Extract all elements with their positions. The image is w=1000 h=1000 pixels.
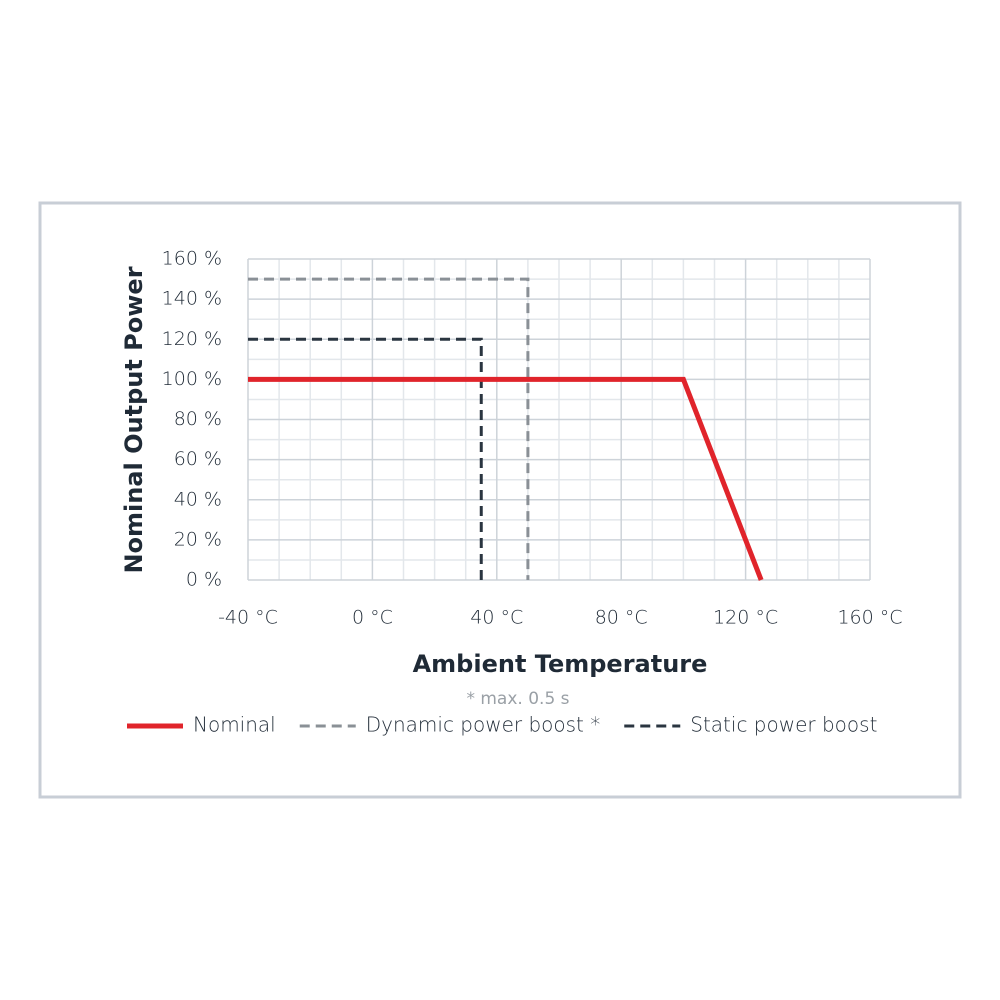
series-line <box>248 376 764 581</box>
x-axis-label: Ambient Temperature <box>413 650 708 678</box>
annotation: * max. 0.5 s <box>466 689 569 709</box>
y-tick-label: 120 % <box>162 328 222 350</box>
legend-label: Nominal <box>193 713 276 737</box>
legend-label: Dynamic power boost * <box>366 713 601 737</box>
x-tick-label: 160 °C <box>837 607 902 629</box>
legend-label: Static power boost <box>690 713 877 737</box>
y-tick-label: 40 % <box>174 488 222 510</box>
y-tick-label: 100 % <box>162 368 222 390</box>
x-tick-label: 0 °C <box>352 607 393 629</box>
y-tick-label: 20 % <box>174 528 222 550</box>
x-tick-label: 80 °C <box>595 607 648 629</box>
y-axis-label: Nominal Output Power <box>120 266 148 573</box>
x-tick-label: 120 °C <box>713 607 778 629</box>
y-tick-label: 80 % <box>174 408 222 430</box>
series-line <box>248 277 530 580</box>
y-tick-label: 60 % <box>174 448 222 470</box>
x-tick-label: -40 °C <box>218 607 278 629</box>
y-tick-label: 140 % <box>162 288 222 310</box>
x-tick-label: 40 °C <box>470 607 523 629</box>
series-line <box>248 337 483 580</box>
y-tick-label: 160 % <box>162 248 222 270</box>
y-tick-label: 0 % <box>186 569 222 591</box>
